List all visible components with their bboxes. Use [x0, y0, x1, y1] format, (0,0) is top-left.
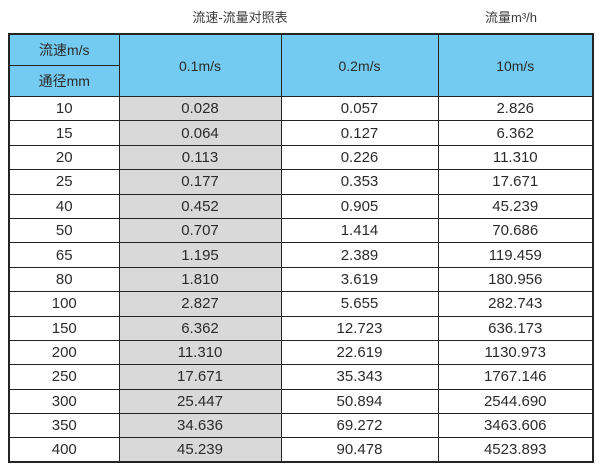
- flow-cell: 70.686: [437, 217, 594, 244]
- diameter-cell: 250: [8, 364, 120, 390]
- flow-cell: 3463.606: [437, 413, 594, 439]
- flow-cell: 282.743: [437, 291, 594, 317]
- flow-cell: 1767.146: [437, 364, 594, 390]
- table-row: 50 0.707 1.414 70.686: [8, 217, 594, 244]
- diameter-cell: 100: [8, 291, 120, 317]
- diameter-cell: 300: [8, 388, 120, 415]
- header-row-diameter: 通径mm: [8, 65, 593, 97]
- flow-cell: 0.353: [280, 169, 439, 195]
- diameter-cell: 350: [8, 413, 120, 439]
- flow-cell: 1.810: [118, 266, 282, 293]
- diameter-cell: 25: [8, 169, 120, 195]
- flow-cell: 2544.690: [437, 388, 594, 415]
- diameter-cell: 80: [8, 266, 120, 293]
- table-row: 400 45.239 90.478 4523.893: [8, 437, 594, 463]
- diameter-cell: 400: [8, 437, 120, 463]
- flow-cell: 2.827: [118, 291, 282, 317]
- flow-cell: 90.478: [280, 437, 439, 463]
- flow-cell: 0.452: [118, 193, 282, 219]
- flow-cell: 1.195: [118, 242, 282, 268]
- diameter-cell: 200: [8, 339, 120, 366]
- flow-table: 流速m/s 0.1m/s 0.2m/s 10m/s 通径mm 10 0.028 …: [8, 33, 594, 464]
- table-row: 150 6.362 12.723 636.173: [8, 315, 594, 341]
- diameter-cell: 15: [8, 120, 120, 146]
- corner-velocity-label: 流速m/s: [8, 33, 120, 66]
- flow-cell: 636.173: [437, 315, 594, 341]
- flow-cell: 2.826: [437, 95, 594, 122]
- header-velocity-col-1: 0.2m/s: [280, 33, 439, 97]
- flow-cell: 180.956: [437, 266, 594, 293]
- flow-cell: 2.389: [280, 242, 439, 268]
- corner-diameter-label: 通径mm: [8, 65, 120, 97]
- flow-cell: 17.671: [118, 364, 282, 390]
- flow-cell: 0.064: [118, 120, 282, 146]
- table-row: 25 0.177 0.353 17.671: [8, 169, 594, 195]
- flow-cell: 22.619: [280, 339, 439, 366]
- flow-cell: 35.343: [280, 364, 439, 390]
- flow-cell: 11.310: [437, 144, 594, 171]
- diameter-cell: 150: [8, 315, 120, 341]
- flow-cell: 0.028: [118, 95, 282, 122]
- diameter-cell: 40: [8, 193, 120, 219]
- flow-cell: 0.226: [280, 144, 439, 171]
- flow-cell: 34.636: [118, 413, 282, 439]
- diameter-cell: 50: [8, 217, 120, 244]
- diameter-cell: 65: [8, 242, 120, 268]
- header-row-velocity: 流速m/s 0.1m/s 0.2m/s 10m/s: [8, 33, 594, 97]
- flow-cell: 11.310: [118, 339, 282, 366]
- table-row: 10 0.028 0.057 2.826: [8, 95, 594, 122]
- flow-cell: 50.894: [280, 388, 439, 415]
- flow-cell: 0.905: [280, 193, 439, 219]
- table-row: 200 11.310 22.619 1130.973: [8, 339, 594, 366]
- flow-cell: 6.362: [118, 315, 282, 341]
- flow-cell: 0.177: [118, 169, 282, 195]
- table-row: 300 25.447 50.894 2544.690: [8, 388, 594, 415]
- header-velocity-col-2: 10m/s: [437, 33, 594, 97]
- diameter-cell: 20: [8, 144, 120, 171]
- flow-unit-label: 流量m³/h: [484, 10, 538, 25]
- table-row: 80 1.810 3.619 180.956: [8, 266, 594, 293]
- table-row: 40 0.452 0.905 45.239: [8, 193, 594, 219]
- flow-cell: 0.113: [118, 144, 282, 171]
- flow-cell: 1130.973: [437, 339, 594, 366]
- flow-cell: 45.239: [437, 193, 594, 219]
- flow-cell: 17.671: [437, 169, 594, 195]
- flow-cell: 45.239: [118, 437, 282, 463]
- table-row: 65 1.195 2.389 119.459: [8, 242, 594, 268]
- title-bar: 流速-流量对照表 流量m³/h: [0, 0, 600, 33]
- table-row: 20 0.113 0.226 11.310: [8, 144, 594, 171]
- flow-cell: 6.362: [437, 120, 594, 146]
- flow-cell: 3.619: [280, 266, 439, 293]
- table-row: 100 2.827 5.655 282.743: [8, 291, 594, 317]
- flow-cell: 1.414: [280, 217, 439, 244]
- flow-cell: 0.057: [280, 95, 439, 122]
- flow-cell: 5.655: [280, 291, 439, 317]
- diameter-cell: 10: [8, 95, 120, 122]
- table-row: 15 0.064 0.127 6.362: [8, 120, 594, 146]
- flow-cell: 25.447: [118, 388, 282, 415]
- flow-cell: 119.459: [437, 242, 594, 268]
- flow-cell: 12.723: [280, 315, 439, 341]
- flow-cell: 4523.893: [437, 437, 594, 463]
- table-title: 流速-流量对照表: [192, 10, 288, 25]
- table-row: 250 17.671 35.343 1767.146: [8, 364, 594, 390]
- flow-cell: 69.272: [280, 413, 439, 439]
- flow-cell: 0.127: [280, 120, 439, 146]
- table-row: 350 34.636 69.272 3463.606: [8, 413, 594, 439]
- flow-cell: 0.707: [118, 217, 282, 244]
- header-velocity-col-0: 0.1m/s: [118, 33, 282, 97]
